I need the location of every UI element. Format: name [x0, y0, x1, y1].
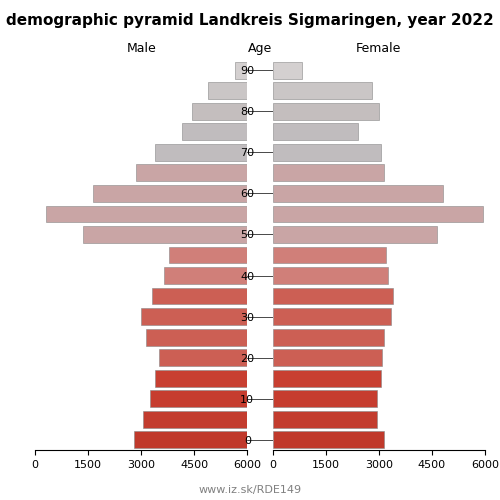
Bar [150, 390, 248, 407]
Bar [272, 62, 302, 78]
Bar [272, 411, 377, 428]
Bar [156, 370, 248, 386]
Bar [141, 308, 248, 325]
Text: Female: Female [356, 42, 402, 55]
Text: Male: Male [126, 42, 156, 55]
Bar [159, 349, 248, 366]
Bar [94, 185, 248, 202]
Bar [272, 124, 358, 140]
Bar [156, 144, 248, 161]
Bar [272, 390, 377, 407]
Bar [164, 267, 248, 284]
Bar [272, 82, 372, 99]
Bar [143, 411, 248, 428]
Bar [192, 103, 248, 120]
Text: www.iz.sk/RDE149: www.iz.sk/RDE149 [198, 485, 302, 495]
Bar [272, 328, 384, 345]
Bar [83, 226, 247, 243]
Bar [272, 144, 380, 161]
Bar [272, 185, 442, 202]
Bar [272, 349, 382, 366]
Bar [134, 432, 248, 448]
Bar [136, 164, 248, 182]
Bar [272, 246, 386, 264]
Bar [146, 328, 248, 345]
Bar [208, 82, 248, 99]
Text: Age: Age [248, 42, 272, 55]
Bar [46, 206, 248, 222]
Bar [272, 164, 384, 182]
Bar [152, 288, 248, 304]
Bar [272, 206, 483, 222]
Bar [235, 62, 248, 78]
Bar [170, 246, 248, 264]
Bar [272, 432, 384, 448]
Bar [272, 226, 437, 243]
Bar [272, 370, 380, 386]
Bar [182, 124, 248, 140]
Bar [272, 288, 393, 304]
Bar [272, 267, 388, 284]
Text: demographic pyramid Landkreis Sigmaringen, year 2022: demographic pyramid Landkreis Sigmaringe… [6, 12, 494, 28]
Bar [272, 308, 391, 325]
Bar [272, 103, 379, 120]
